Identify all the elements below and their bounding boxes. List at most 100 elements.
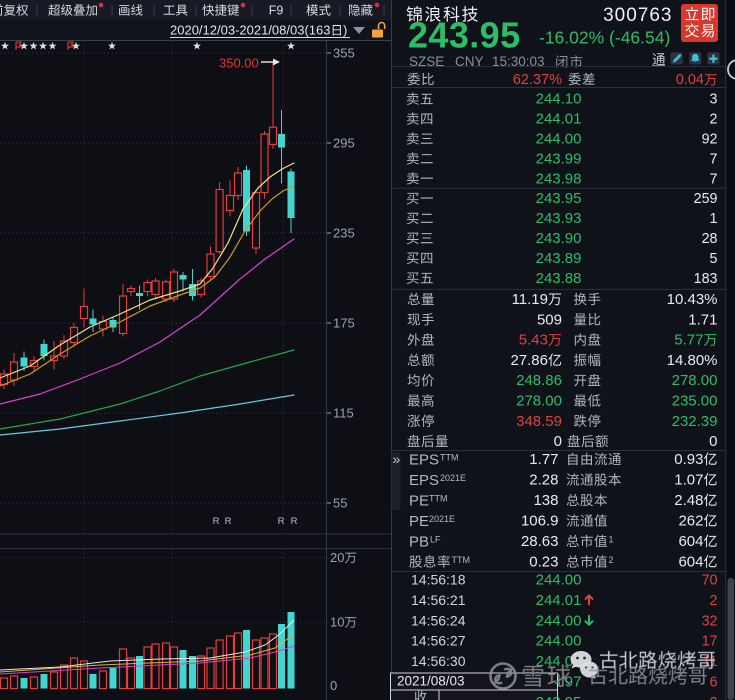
svg-text:2: 2 [710, 695, 718, 700]
svg-text:14:56:21: 14:56:21 [411, 592, 466, 608]
svg-text:»: » [393, 451, 401, 467]
svg-text:300763: 300763 [603, 5, 672, 26]
svg-text:243.90: 243.90 [536, 230, 582, 247]
svg-text:2: 2 [710, 593, 718, 609]
svg-text:348.59: 348.59 [516, 413, 562, 430]
svg-text:TTM: TTM [429, 494, 448, 504]
svg-text:243.95: 243.95 [536, 190, 582, 207]
svg-text:14:56:30: 14:56:30 [411, 653, 466, 669]
svg-text:55: 55 [333, 496, 347, 511]
svg-text:5: 5 [710, 251, 718, 267]
svg-text:183: 183 [694, 271, 718, 287]
svg-text:232.39: 232.39 [672, 413, 718, 430]
svg-text:28: 28 [702, 231, 718, 247]
svg-text:R: R [213, 516, 220, 527]
svg-text:7: 7 [710, 171, 718, 187]
svg-text:0: 0 [709, 433, 717, 450]
svg-text:10.43%: 10.43% [667, 291, 718, 308]
svg-text:R: R [291, 516, 298, 527]
svg-text:244.01: 244.01 [536, 111, 582, 128]
svg-text:TTM: TTM [440, 453, 459, 463]
svg-text:138: 138 [533, 492, 558, 509]
svg-text:244.01: 244.01 [536, 592, 582, 609]
svg-text:27.86: 27.86 [510, 352, 548, 369]
svg-text:243.95: 243.95 [408, 15, 521, 56]
svg-text:244.10: 244.10 [536, 91, 582, 108]
svg-text:248.86: 248.86 [516, 372, 562, 389]
svg-text:350.00: 350.00 [219, 56, 259, 71]
svg-text:-16.02% (-46.54): -16.02% (-46.54) [539, 28, 670, 48]
svg-text:175: 175 [333, 316, 355, 331]
svg-text:243.89: 243.89 [536, 250, 582, 267]
svg-text:SZSE: SZSE [409, 54, 444, 69]
svg-text:PE: PE [409, 513, 429, 530]
svg-text:244.00: 244.00 [536, 131, 582, 148]
svg-text:2: 2 [710, 112, 718, 128]
svg-text:62.37%: 62.37% [513, 72, 562, 88]
svg-text:0.04: 0.04 [676, 72, 704, 88]
svg-text:5.77: 5.77 [674, 332, 703, 349]
svg-text:2: 2 [609, 555, 614, 565]
svg-text:LF: LF [430, 535, 441, 545]
svg-text:509: 509 [537, 311, 562, 328]
svg-text:20: 20 [330, 550, 344, 565]
svg-text:92: 92 [702, 132, 718, 148]
svg-text:243.99: 243.99 [536, 150, 582, 167]
svg-text:259: 259 [694, 191, 718, 207]
svg-text:1.71: 1.71 [688, 311, 717, 328]
svg-text:PE: PE [409, 493, 429, 510]
svg-text:235.00: 235.00 [672, 393, 718, 410]
svg-text:244.00: 244.00 [536, 653, 582, 670]
svg-text:106.9: 106.9 [521, 513, 559, 530]
svg-text:243.98: 243.98 [536, 170, 582, 187]
svg-text:262: 262 [678, 513, 703, 530]
svg-text:70: 70 [702, 573, 718, 589]
svg-text:0: 0 [554, 433, 562, 450]
svg-text:EPS: EPS [409, 452, 439, 469]
svg-text:1: 1 [710, 211, 718, 227]
svg-text:2.28: 2.28 [529, 472, 558, 489]
svg-text:604: 604 [678, 554, 703, 571]
svg-text:2021/08/03: 2021/08/03 [397, 674, 465, 689]
svg-text:278.00: 278.00 [672, 372, 718, 389]
svg-text:10: 10 [330, 615, 344, 630]
svg-text:243.95: 243.95 [536, 694, 582, 700]
svg-text:6: 6 [710, 675, 718, 691]
svg-text:243.93: 243.93 [536, 210, 582, 227]
svg-text:0.23: 0.23 [529, 554, 558, 571]
svg-text:14:56:27: 14:56:27 [411, 633, 466, 649]
svg-text:2020/12/03-2021/08/03(163: 2020/12/03-2021/08/03(163 [170, 23, 330, 38]
svg-text:244.00: 244.00 [536, 612, 582, 629]
svg-text:14:56:18: 14:56:18 [411, 572, 466, 588]
svg-text:1.07: 1.07 [674, 472, 703, 489]
svg-text:PB: PB [409, 534, 429, 551]
svg-text:278.00: 278.00 [516, 393, 562, 410]
svg-text:2021E: 2021E [440, 473, 466, 483]
svg-text:32: 32 [702, 613, 718, 629]
svg-text:14:56:24: 14:56:24 [411, 612, 466, 628]
svg-text:EPS: EPS [409, 472, 439, 489]
svg-text:2021E: 2021E [429, 514, 455, 524]
svg-text:1.77: 1.77 [529, 451, 558, 468]
svg-text:244.00: 244.00 [536, 633, 582, 650]
svg-text:7: 7 [710, 151, 718, 167]
svg-text:5.43: 5.43 [519, 332, 548, 349]
svg-text:R: R [225, 516, 232, 527]
svg-text:F9: F9 [269, 4, 284, 18]
svg-text:TTM: TTM [452, 555, 471, 565]
svg-text:2.48: 2.48 [674, 492, 703, 509]
svg-text:295: 295 [333, 136, 355, 151]
svg-text:14.80%: 14.80% [667, 352, 718, 369]
svg-text:235: 235 [333, 226, 355, 241]
svg-text:0.93: 0.93 [674, 451, 703, 468]
svg-text:R: R [278, 516, 285, 527]
svg-text:244.00: 244.00 [536, 572, 582, 589]
svg-text:115: 115 [333, 406, 354, 421]
svg-text:CNY: CNY [455, 54, 484, 69]
svg-text:11.19: 11.19 [512, 291, 548, 308]
svg-text:17: 17 [702, 634, 718, 650]
svg-text:0: 0 [330, 678, 337, 693]
svg-text:3: 3 [710, 92, 718, 108]
svg-text:): ) [343, 23, 347, 38]
svg-text:604: 604 [678, 533, 703, 550]
